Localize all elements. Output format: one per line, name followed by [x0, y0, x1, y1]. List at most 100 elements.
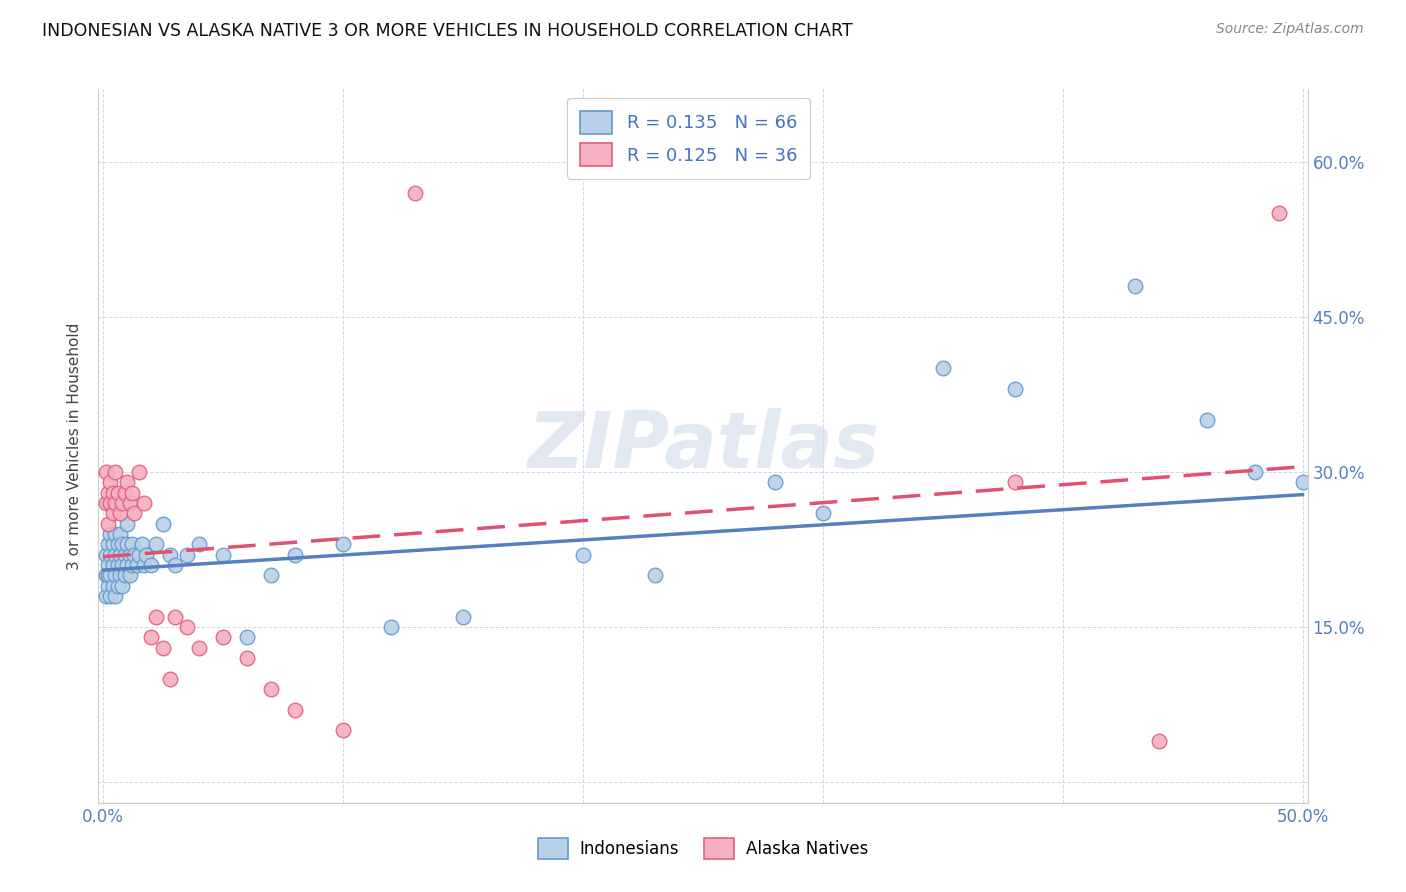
Point — [94, 465, 117, 479]
Point — [145, 609, 167, 624]
Point — [165, 558, 187, 572]
Point — [121, 485, 143, 500]
Point — [332, 537, 354, 551]
Point — [97, 579, 120, 593]
Point — [165, 609, 187, 624]
Point — [101, 579, 124, 593]
Point — [132, 558, 155, 572]
Point — [94, 589, 117, 603]
Point — [763, 475, 786, 490]
Point — [107, 537, 129, 551]
Point — [1147, 733, 1170, 747]
Point — [114, 568, 136, 582]
Y-axis label: 3 or more Vehicles in Household: 3 or more Vehicles in Household — [67, 322, 83, 570]
Point — [114, 548, 136, 562]
Point — [128, 465, 150, 479]
Point — [1195, 413, 1218, 427]
Point — [188, 537, 211, 551]
Point — [332, 723, 354, 738]
Point — [97, 516, 120, 531]
Point — [100, 548, 122, 562]
Point — [111, 579, 134, 593]
Point — [1004, 475, 1026, 490]
Point — [236, 651, 259, 665]
Point — [124, 548, 146, 562]
Point — [97, 558, 120, 572]
Point — [380, 620, 402, 634]
Point — [100, 568, 122, 582]
Point — [100, 589, 122, 603]
Point — [932, 361, 955, 376]
Point — [132, 496, 155, 510]
Point — [97, 485, 120, 500]
Point — [104, 568, 127, 582]
Point — [101, 537, 124, 551]
Point — [107, 485, 129, 500]
Point — [1268, 206, 1291, 220]
Point — [107, 579, 129, 593]
Point — [1243, 465, 1265, 479]
Point — [811, 506, 834, 520]
Point — [141, 630, 163, 644]
Point — [260, 568, 283, 582]
Point — [115, 516, 138, 531]
Point — [451, 609, 474, 624]
Point — [1123, 278, 1146, 293]
Point — [572, 548, 595, 562]
Text: Source: ZipAtlas.com: Source: ZipAtlas.com — [1216, 22, 1364, 37]
Point — [159, 672, 181, 686]
Point — [100, 496, 122, 510]
Point — [108, 568, 131, 582]
Point — [152, 516, 174, 531]
Point — [128, 548, 150, 562]
Point — [111, 537, 134, 551]
Point — [104, 589, 127, 603]
Text: INDONESIAN VS ALASKA NATIVE 3 OR MORE VEHICLES IN HOUSEHOLD CORRELATION CHART: INDONESIAN VS ALASKA NATIVE 3 OR MORE VE… — [42, 22, 853, 40]
Point — [108, 548, 131, 562]
Point — [644, 568, 666, 582]
Point — [108, 527, 131, 541]
Point — [101, 506, 124, 520]
Point — [188, 640, 211, 655]
Point — [145, 537, 167, 551]
Point — [111, 496, 134, 510]
Point — [94, 568, 117, 582]
Point — [104, 496, 127, 510]
Point — [94, 548, 117, 562]
Point — [118, 496, 141, 510]
Point — [97, 537, 120, 551]
Point — [94, 496, 117, 510]
Point — [101, 485, 124, 500]
Point — [212, 630, 235, 644]
Point — [104, 465, 127, 479]
Point — [1292, 475, 1315, 490]
Point — [97, 568, 120, 582]
Point — [141, 558, 163, 572]
Point — [176, 548, 198, 562]
Point — [121, 537, 143, 551]
Point — [1004, 382, 1026, 396]
Point — [111, 558, 134, 572]
Point — [118, 568, 141, 582]
Point — [176, 620, 198, 634]
Point — [284, 703, 307, 717]
Legend: Indonesians, Alaska Natives: Indonesians, Alaska Natives — [531, 831, 875, 866]
Point — [108, 506, 131, 520]
Point — [125, 558, 148, 572]
Point — [131, 537, 153, 551]
Point — [404, 186, 426, 200]
Point — [152, 640, 174, 655]
Point — [159, 548, 181, 562]
Point — [101, 558, 124, 572]
Point — [236, 630, 259, 644]
Point — [135, 548, 157, 562]
Point — [118, 548, 141, 562]
Point — [100, 527, 122, 541]
Point — [115, 558, 138, 572]
Point — [121, 558, 143, 572]
Text: ZIPatlas: ZIPatlas — [527, 408, 879, 484]
Point — [260, 681, 283, 696]
Point — [104, 527, 127, 541]
Point — [115, 537, 138, 551]
Point — [124, 506, 146, 520]
